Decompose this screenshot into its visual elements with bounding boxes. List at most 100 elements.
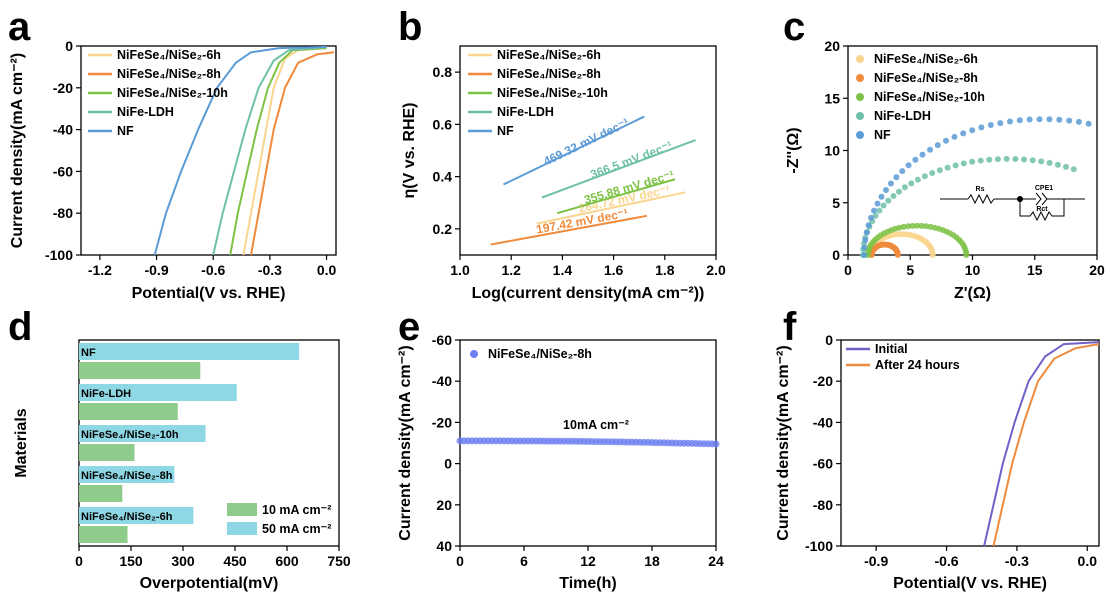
data-point [914, 222, 921, 229]
bar-10mA [79, 362, 201, 379]
data-point [978, 124, 985, 131]
data-point [1075, 118, 1082, 125]
x-tick-label: 0.0 [1078, 553, 1098, 569]
data-point [893, 174, 900, 181]
data-point [1003, 155, 1010, 162]
x-tick-label: 1.2 [501, 262, 521, 278]
legend-label: NiFe-LDH [497, 105, 554, 119]
category-label: NF [81, 347, 96, 359]
annotation-label: 10mA cm⁻² [563, 418, 629, 432]
data-point [868, 214, 874, 221]
data-point [712, 440, 720, 448]
data-point [1046, 116, 1053, 123]
x-tick-label: 1.4 [553, 262, 573, 278]
fit-line [503, 115, 645, 186]
y-tick-label: 0 [444, 456, 452, 472]
legend-label: NiFeSe₄/NiSe₂-10h [117, 86, 228, 100]
data-point [1038, 158, 1045, 165]
data-point [929, 252, 936, 258]
y-tick-label: 20 [824, 38, 840, 54]
data-point [905, 223, 912, 230]
y-tick-label: 0.2 [433, 221, 453, 237]
x-tick-label: 1.8 [655, 262, 675, 278]
data-point [1066, 117, 1073, 124]
y-tick-label: 15 [824, 90, 840, 106]
data-point [1054, 161, 1061, 168]
plot-frame [78, 339, 340, 547]
x-axis-label: Overpotential(mV) [140, 575, 279, 592]
chart-c: 0 5 10 15 20 0 5 10 15 20 Z'(Ω) -Z''(Ω) Rs CPE1 Rct NiF… [785, 38, 1105, 302]
bar-10mA [79, 485, 123, 502]
data-point [919, 151, 926, 158]
cpe-element [1041, 192, 1048, 206]
chart-d: 0 150 300 450 600 750 Overpotential(mV) Materia… [13, 339, 351, 592]
circuit-label-cpe: CPE1 [1035, 185, 1053, 192]
series-line [212, 46, 327, 256]
data-point [900, 223, 907, 230]
plot-frame [459, 45, 717, 256]
y-tick-label: 0 [65, 38, 73, 54]
x-tick-label: -0.6 [201, 262, 225, 278]
circuit-label-rs: Rs [976, 186, 985, 193]
legend-label: NF [497, 124, 514, 138]
legend-label: After 24 hours [875, 358, 960, 372]
legend-label: 50 mA cm⁻² [262, 522, 331, 536]
series-line [229, 47, 327, 256]
x-tick-label: -1.2 [88, 262, 112, 278]
bar-50mA [79, 425, 206, 442]
data-point [994, 156, 1001, 163]
x-tick-label: -0.3 [1005, 553, 1029, 569]
legend-marker [856, 55, 864, 63]
y-tick-label: -100 [45, 247, 73, 263]
legend-label: NiFeSe₄/NiSe₂-8h [497, 67, 601, 81]
bar-10mA [79, 403, 178, 420]
category-label: NiFeSe₄/NiSe₂-10h [81, 429, 179, 441]
data-point [905, 162, 912, 169]
legend-label: NiFeSe₄/NiSe₂-8h [874, 71, 978, 85]
data-point [914, 176, 921, 183]
x-axis-label: Potential(V vs. RHE) [132, 285, 286, 302]
legend-label: NiFeSe₄/NiSe₂-8h [117, 67, 221, 81]
data-point [1085, 120, 1092, 127]
resistor-rs [967, 193, 995, 205]
x-tick-label: 6 [520, 553, 528, 569]
bar-50mA [79, 466, 175, 483]
x-tick-label: 20 [1089, 262, 1105, 278]
legend-marker [856, 93, 864, 101]
y-tick-label: 0.6 [433, 116, 453, 132]
y-axis-label: -Z''(Ω) [785, 127, 802, 173]
chart-a: -1.2 -0.9 -0.6 -0.3 0.0 0 -20 -40 -60 -80 -100 Pote… [9, 38, 337, 302]
y-tick-label: 0 [825, 332, 833, 348]
data-point [963, 252, 970, 258]
bar-50mA [79, 384, 237, 401]
panel-label-e: e [398, 305, 420, 349]
data-point [943, 137, 949, 144]
legend-label: NiFeSe₄/NiSe₂-6h [117, 48, 221, 62]
fit-line [557, 178, 676, 215]
x-tick-label: -0.6 [934, 553, 958, 569]
x-tick-label: 2.0 [706, 262, 726, 278]
legend-label: NF [874, 128, 891, 142]
x-tick-label: 12 [580, 553, 596, 569]
fit-line [536, 191, 686, 225]
legend-label: NiFe-LDH [874, 109, 931, 123]
data-point [863, 229, 870, 236]
data-point [918, 222, 925, 229]
data-point [861, 244, 868, 251]
plot-frame [80, 45, 337, 256]
data-point [880, 202, 887, 209]
data-point [944, 164, 951, 171]
bar-50mA [79, 343, 300, 360]
x-tick-label: -0.3 [258, 262, 282, 278]
bar-10mA [79, 444, 135, 461]
chart-b: 1.0 1.2 1.4 1.6 1.8 2.0 0.2 0.4 0.6 0.8 Log(curren… [401, 45, 726, 302]
data-point [871, 207, 877, 214]
category-label: NiFeSe₄/NiSe₂-8h [81, 470, 173, 482]
data-point [872, 212, 879, 219]
y-axis-label: Current density(mA cm⁻²) [9, 53, 26, 248]
y-tick-label: 5 [832, 195, 840, 211]
resistor-rct [1019, 199, 1065, 222]
panel-label-a: a [8, 5, 31, 49]
data-point [969, 127, 976, 134]
legend-label: NiFeSe₄/NiSe₂-6h [874, 52, 978, 66]
